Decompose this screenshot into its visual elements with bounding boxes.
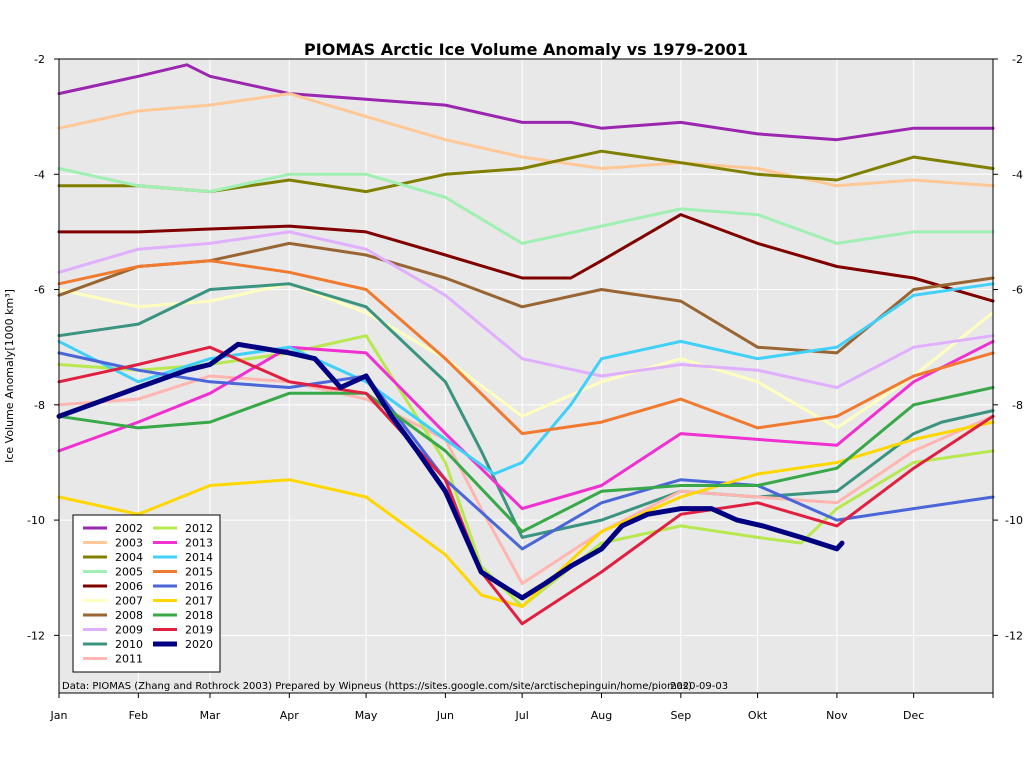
legend-label-2006: 2006 xyxy=(115,580,143,593)
x-tick-label: Jul xyxy=(515,709,529,722)
grid xyxy=(58,58,993,693)
legend-label-2018: 2018 xyxy=(185,609,213,622)
legend-label-2004: 2004 xyxy=(115,551,143,564)
legend-label-2019: 2019 xyxy=(185,624,213,637)
legend-label-2003: 2003 xyxy=(115,537,143,550)
y-tick-label-right: -8 xyxy=(1012,399,1023,412)
series-2010-line xyxy=(57,282,995,539)
x-tick-label: Feb xyxy=(129,709,148,722)
series-2015-line xyxy=(57,259,995,436)
legend-label-2020: 2020 xyxy=(185,638,213,651)
y-tick-label-left: -8 xyxy=(34,399,45,412)
x-tick-label: Nov xyxy=(826,709,848,722)
series-layer xyxy=(56,63,995,626)
y-tick-label-right: -10 xyxy=(1005,514,1023,527)
chart-title: PIOMAS Arctic Ice Volume Anomaly vs 1979… xyxy=(304,40,748,59)
x-tick-label: Aug xyxy=(591,709,612,722)
y-tick-label-right: -12 xyxy=(1005,629,1023,642)
series-2020-line xyxy=(56,341,845,601)
plot-frame xyxy=(58,58,994,694)
x-tick-label: Dec xyxy=(903,709,924,722)
legend-label-2002: 2002 xyxy=(115,522,143,535)
y-tick-label-right: -4 xyxy=(1012,168,1023,181)
legend-label-2013: 2013 xyxy=(185,537,213,550)
series-2013-line xyxy=(57,339,995,511)
credit-text: Data: PIOMAS (Zhang and Rothrock 2003) P… xyxy=(62,681,692,692)
legend-label-2005: 2005 xyxy=(115,566,143,579)
legend-label-2016: 2016 xyxy=(185,580,213,593)
series-2002-line xyxy=(57,63,995,142)
series-2009-line xyxy=(57,230,995,389)
x-tick-label: Apr xyxy=(280,709,300,722)
y-tick-label-left: -12 xyxy=(27,629,45,642)
x-tick-label: May xyxy=(355,709,378,722)
series-2011-line xyxy=(57,374,995,585)
series-2005-line xyxy=(57,167,995,245)
legend-label-2007: 2007 xyxy=(115,595,143,608)
x-tick-label: Jan xyxy=(50,709,68,722)
x-tick-label: Mar xyxy=(200,709,221,722)
y-tick-label-left: -4 xyxy=(34,168,45,181)
legend-label-2009: 2009 xyxy=(115,624,143,637)
x-tick-label: Okt xyxy=(748,709,768,722)
y-tick-label-right: -6 xyxy=(1012,284,1023,297)
y-tick-label-left: -10 xyxy=(27,514,45,527)
legend-label-2014: 2014 xyxy=(185,551,213,564)
x-tick-label: Sep xyxy=(670,709,691,722)
y-axis-label: Ice Volume Anomaly[1000 km³] xyxy=(3,289,16,463)
legend-label-2010: 2010 xyxy=(115,638,143,651)
y-tick-label-left: -2 xyxy=(34,53,45,66)
y-tick-label-left: -6 xyxy=(34,284,45,297)
y-tick-label-right: -2 xyxy=(1012,53,1023,66)
series-2014-line xyxy=(57,282,995,476)
legend-label-2017: 2017 xyxy=(185,595,213,608)
x-tick-label: Jun xyxy=(436,709,454,722)
series-2006-line xyxy=(57,213,995,303)
series-2003-line xyxy=(57,92,995,188)
legend-label-2012: 2012 xyxy=(185,522,213,535)
legend-label-2008: 2008 xyxy=(115,609,143,622)
credit-date: 2020-09-03 xyxy=(670,681,728,692)
series-2018-line xyxy=(57,386,995,534)
legend-label-2011: 2011 xyxy=(115,653,143,666)
series-2007-line xyxy=(57,282,995,430)
series-2017-line xyxy=(57,420,995,608)
axis-ticks: Jan Feb Mar Apr May Jun Jul Aug Sep Okt Nov Dec -2 -2… xyxy=(27,53,1023,722)
legend-label-2015: 2015 xyxy=(185,566,213,579)
series-2016-line xyxy=(57,351,995,551)
